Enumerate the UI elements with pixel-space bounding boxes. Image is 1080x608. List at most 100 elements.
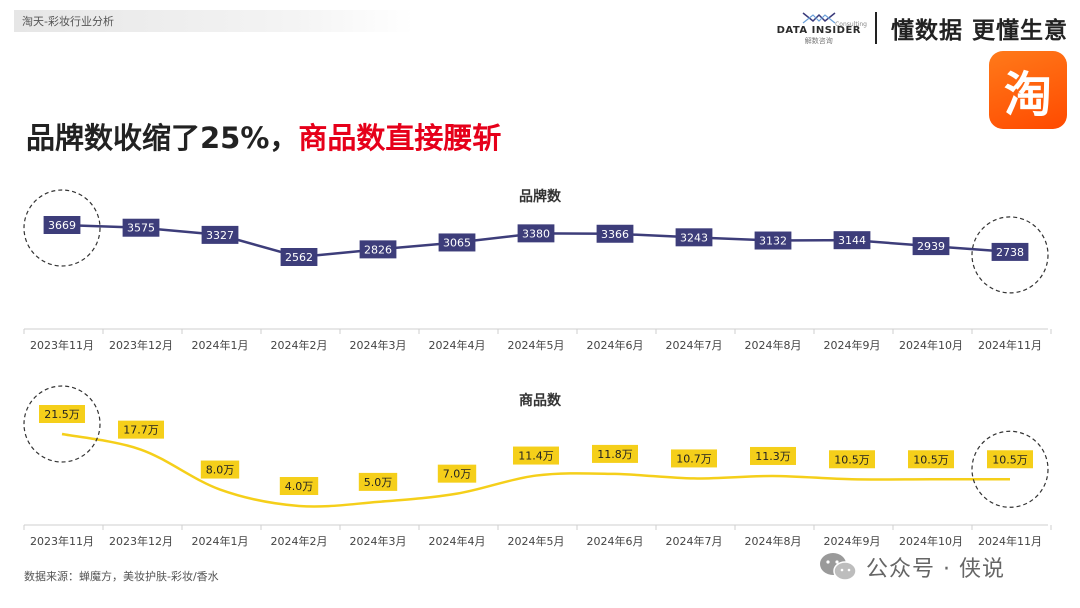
x-tick-label: 2024年9月 (824, 534, 881, 548)
breadcrumb: 淘天-彩妆行业分析 (22, 15, 114, 28)
x-tick-label: 2024年9月 (824, 338, 881, 352)
brand-header: Consulting DATA INSIDER 解数咨询 懂数据 更懂生意 (777, 6, 1068, 50)
wechat-watermark: 公众号 · 侠说 (818, 551, 1005, 583)
data-label-box (201, 225, 239, 244)
product-chart-title: 商品数 (519, 393, 561, 409)
x-tick-label: 2024年2月 (271, 338, 328, 352)
x-tick-label: 2024年6月 (587, 338, 644, 352)
data-label-box (280, 248, 318, 266)
x-tick-label: 2024年2月 (271, 534, 328, 548)
brand-tag: Consulting (835, 20, 867, 28)
data-label-box (991, 242, 1029, 261)
data-label: 3366 (601, 228, 629, 241)
data-label-box (750, 446, 796, 465)
brand-chart-title: 品牌数 (519, 189, 561, 205)
data-label: 4.0万 (285, 480, 314, 493)
slogan: 懂数据 更懂生意 (890, 18, 1068, 44)
page-title: 品牌数收缩了25%，商品数直接腰斩 (26, 115, 501, 157)
data-label-box (118, 420, 164, 439)
data-label: 3669 (48, 219, 76, 232)
x-tick-label: 2024年3月 (350, 338, 407, 352)
x-tick-label: 2024年7月 (666, 534, 723, 548)
data-insider-logo: Consulting DATA INSIDER 解数咨询 (776, 11, 867, 46)
data-label: 2826 (364, 243, 392, 256)
highlight-circle (971, 430, 1049, 508)
data-label: 3327 (206, 229, 234, 242)
data-label: 2738 (996, 246, 1024, 259)
data-source: 数据来源：蝉魔方，美妆护肤-彩妆/香水 (24, 570, 219, 583)
x-tick-label: 2024年11月 (978, 338, 1042, 352)
divider (874, 12, 877, 44)
series-line (61, 432, 1010, 508)
x-tick-label: 2024年10月 (899, 338, 963, 352)
data-label: 2562 (285, 251, 313, 264)
data-label: 3065 (443, 236, 471, 249)
data-label: 10.7万 (676, 452, 712, 465)
highlight-circle (23, 189, 101, 267)
data-label-box (829, 450, 875, 469)
data-label-box (596, 224, 634, 243)
data-label-box (279, 477, 319, 495)
data-label-box (592, 444, 638, 463)
data-label: 3380 (522, 227, 550, 240)
data-label: 2939 (917, 240, 945, 253)
data-label: 5.0万 (364, 476, 393, 489)
breadcrumb-bar: 淘天-彩妆行业分析 (14, 10, 414, 32)
data-label: 10.5万 (913, 453, 949, 466)
wechat-account: 公众号 · 侠说 (866, 557, 1005, 582)
x-tick-label: 2024年1月 (192, 534, 249, 548)
data-label: 3243 (680, 231, 708, 244)
data-label: 11.3万 (755, 450, 791, 463)
data-insider-icon (802, 11, 836, 23)
x-tick-label: 2023年11月 (30, 338, 94, 352)
x-tick-label: 2024年6月 (587, 534, 644, 548)
data-label: 7.0万 (443, 468, 472, 481)
x-tick-label: 2023年12月 (109, 338, 173, 352)
data-label-box (912, 237, 950, 256)
x-tick-label: 2023年11月 (30, 534, 94, 548)
data-label: 17.7万 (123, 424, 159, 437)
data-label-box (833, 231, 871, 250)
data-label: 3144 (838, 234, 866, 247)
data-label-box (675, 228, 713, 247)
data-label-box (437, 464, 477, 483)
highlight-circle (23, 385, 101, 463)
data-label: 3575 (127, 222, 155, 235)
data-label: 11.4万 (518, 450, 554, 463)
x-tick-label: 2024年4月 (429, 534, 486, 548)
brand-name: DATA INSIDER (776, 24, 861, 36)
data-label-box (200, 460, 240, 479)
data-label-box (39, 405, 85, 423)
data-label: 10.5万 (992, 453, 1028, 466)
data-label: 21.5万 (44, 408, 80, 421)
x-tick-label: 2024年8月 (745, 534, 802, 548)
data-label-box (438, 233, 476, 252)
data-label-box (122, 218, 160, 237)
x-tick-label: 2024年1月 (192, 338, 249, 352)
data-label-box (517, 224, 555, 243)
x-tick-label: 2024年5月 (508, 534, 565, 548)
brand-sub: 解数咨询 (804, 36, 833, 45)
headline-part1: 品牌数收缩了25%， (26, 121, 299, 155)
x-tick-label: 2024年5月 (508, 338, 565, 352)
data-label-box (908, 450, 954, 469)
highlight-circle (971, 216, 1049, 294)
data-label-box (43, 216, 81, 234)
data-label-box (513, 446, 559, 465)
data-label: 8.0万 (206, 464, 235, 477)
data-label: 10.5万 (834, 453, 870, 466)
brand-count-chart: 2023年11月 2023年12月 2024年1月 2024年2月 2024年3月 202… (23, 189, 1052, 352)
product-count-chart: 2023年11月 2023年12月 2024年1月 2024年2月 2024年3月 202… (23, 385, 1052, 548)
headline-part2: 商品数直接腰斩 (298, 121, 502, 155)
data-label: 3132 (759, 235, 787, 248)
x-tick-label: 2024年10月 (899, 534, 963, 548)
x-tick-label: 2024年11月 (978, 534, 1042, 548)
x-tick-label: 2024年4月 (429, 338, 486, 352)
taobao-logo-char: 淘 (1003, 67, 1052, 123)
data-label-box (671, 449, 717, 468)
x-tick-label: 2024年3月 (350, 534, 407, 548)
x-tick-label: 2023年12月 (109, 534, 173, 548)
data-label-box (754, 231, 792, 250)
data-label-box (359, 240, 397, 259)
wechat-icon (820, 553, 857, 581)
